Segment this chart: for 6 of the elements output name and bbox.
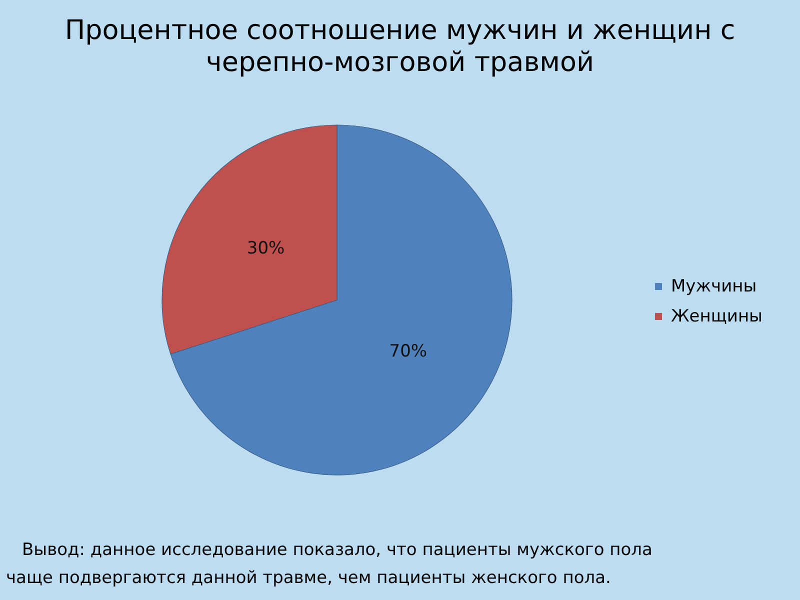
text: Вывод: данное исследование показало, что пациенты мужского пола чаще подвергаются данной травме, чем пациенты женского пола.	[6, 540, 652, 588]
chart-title: Процентное соотношение мужчин и женщин с черепно-мозговой травмой	[64, 15, 736, 78]
data-label: 70%	[389, 342, 428, 362]
legend-label: Мужчины	[671, 276, 757, 296]
data-label: 30%	[246, 238, 285, 258]
legend-label: Женщины	[671, 306, 762, 326]
